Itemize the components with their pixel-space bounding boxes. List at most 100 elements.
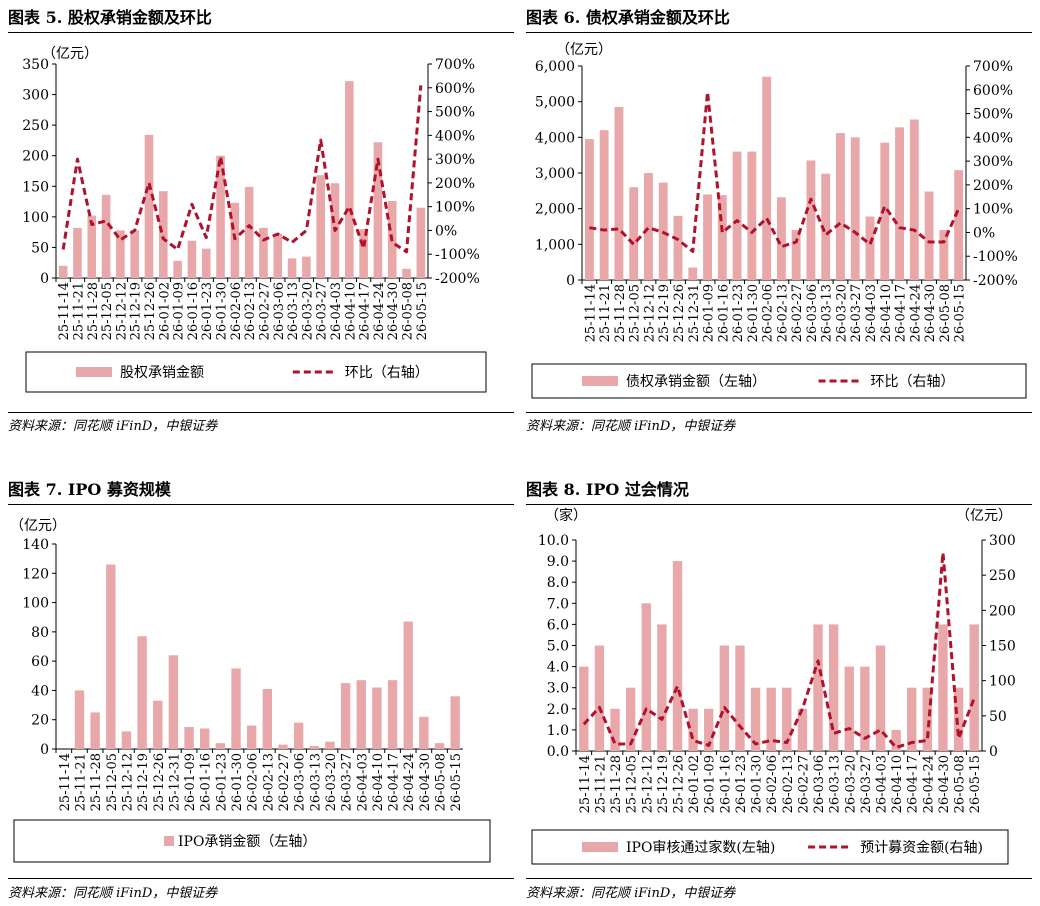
x-tick-label: 25-12-05 — [628, 284, 643, 342]
unit-left: （家） — [545, 507, 587, 524]
series-line — [589, 90, 960, 253]
y-tick-label: 0.0 — [547, 744, 569, 760]
y-tick-label: 80 — [31, 625, 49, 641]
x-tick-label: 26-02-13 — [775, 284, 790, 342]
y2-tick-label: 50 — [989, 709, 1007, 725]
series-line — [61, 85, 423, 254]
bar — [594, 645, 605, 751]
x-tick-label: 26-04-24 — [402, 753, 417, 811]
y-tick-label: 5,000 — [535, 95, 575, 111]
bar — [137, 636, 147, 749]
legend-swatch-bar — [582, 842, 618, 852]
title-rule — [526, 504, 1032, 505]
bar — [953, 687, 964, 751]
y-tick-label: 50 — [31, 240, 49, 256]
x-tick-label: 25-11-14 — [578, 755, 593, 813]
bar — [860, 666, 870, 751]
bar — [259, 227, 268, 278]
y-tick-label: 300 — [22, 88, 49, 104]
bar — [106, 564, 116, 749]
legend-label: 债权承销金额（左轴） — [626, 374, 766, 390]
bar — [735, 645, 745, 751]
y2-tick-label: 300% — [973, 154, 1013, 170]
y2-tick-label: 700% — [973, 59, 1013, 75]
bar — [372, 687, 382, 749]
chart-source: 资料来源：同花顺 iFinD，中银证券 — [526, 419, 736, 434]
y2-tick-label: 0 — [989, 744, 998, 760]
y2-tick-label: -200% — [435, 271, 480, 287]
x-tick-label: 26-04-10 — [890, 755, 905, 813]
y2-tick-label: 700% — [435, 57, 475, 73]
x-tick-label: 26-05-15 — [953, 284, 968, 342]
bar — [717, 195, 727, 280]
bar — [673, 215, 683, 280]
bar — [599, 130, 609, 280]
y-tick-label: 2.0 — [547, 702, 569, 718]
bar — [641, 603, 651, 751]
x-tick-label: 26-05-15 — [449, 753, 464, 811]
bar — [101, 194, 111, 278]
x-tick-label: 26-03-20 — [300, 282, 315, 340]
bar — [216, 155, 225, 278]
x-tick-label: 26-05-08 — [434, 753, 449, 811]
x-tick-label: 25-11-21 — [593, 755, 608, 813]
x-tick-label: 26-01-09 — [702, 284, 717, 342]
x-tick-label: 26-04-17 — [358, 282, 373, 340]
x-tick-label: 26-03-13 — [828, 755, 843, 813]
x-tick-label: 26-04-03 — [329, 282, 344, 340]
bar — [836, 133, 845, 280]
bar — [159, 191, 168, 278]
bar — [875, 645, 886, 751]
bar — [969, 624, 979, 751]
bar — [703, 194, 712, 280]
y-tick-label: 1,000 — [535, 237, 575, 253]
x-tick-label: 26-02-06 — [765, 755, 780, 813]
x-tick-label: 26-04-30 — [937, 755, 952, 813]
x-tick-label: 26-04-03 — [355, 753, 370, 811]
y-tick-label: 0 — [40, 742, 49, 758]
bar — [387, 680, 398, 749]
bar — [302, 256, 311, 278]
x-tick-label: 25-11-21 — [598, 284, 613, 342]
legend-box — [531, 829, 1009, 865]
legend-box — [531, 363, 1027, 399]
bar — [273, 233, 283, 278]
y-tick-label: 1.0 — [547, 723, 569, 739]
source-rule — [526, 412, 1032, 413]
bar — [614, 107, 624, 281]
x-tick-label: 26-03-27 — [849, 284, 864, 342]
chart-panel-6: 图表 6. 债权承销金额及环比 0 1,000 2,000 3,000 4,000 5,0… — [526, 0, 1032, 440]
x-tick-label: 26-03-06 — [805, 284, 820, 342]
y-tick-label: 60 — [31, 654, 49, 670]
bar — [58, 265, 68, 278]
y2-tick-label: 150 — [989, 639, 1016, 655]
bar — [672, 561, 683, 751]
bar — [144, 134, 154, 278]
x-tick-label: 26-04-30 — [418, 753, 433, 811]
y2-tick-label: 400% — [435, 128, 475, 144]
y-tick-label: 9.0 — [547, 554, 569, 570]
title-rule — [8, 504, 514, 505]
y-tick-label: 3.0 — [547, 681, 569, 697]
y2-tick-label: 100 — [989, 674, 1016, 690]
x-tick-label: 25-11-21 — [73, 753, 88, 811]
x-tick-label: 25-12-12 — [642, 284, 657, 342]
x-tick-label: 26-03-13 — [308, 753, 323, 811]
y-tick-label: 5.0 — [547, 639, 569, 655]
y-tick-label: 6.0 — [547, 617, 569, 633]
y2-tick-label: 300% — [435, 152, 475, 168]
x-tick-label: 26-02-27 — [790, 284, 805, 342]
y2-tick-label: 200% — [435, 176, 475, 192]
y-tick-label: 100 — [22, 210, 49, 226]
y2-tick-label: 600% — [973, 83, 1013, 99]
bar — [644, 173, 653, 280]
x-tick-label: 25-12-19 — [136, 753, 151, 811]
source-rule — [8, 412, 514, 413]
bar — [262, 688, 273, 749]
x-tick-label: 26-04-10 — [371, 753, 386, 811]
x-tick-label: 26-01-30 — [746, 284, 761, 342]
x-tick-label: 25-11-28 — [613, 284, 628, 342]
bar — [850, 137, 860, 280]
x-tick-label: 26-03-06 — [293, 753, 308, 811]
bar — [828, 624, 839, 751]
